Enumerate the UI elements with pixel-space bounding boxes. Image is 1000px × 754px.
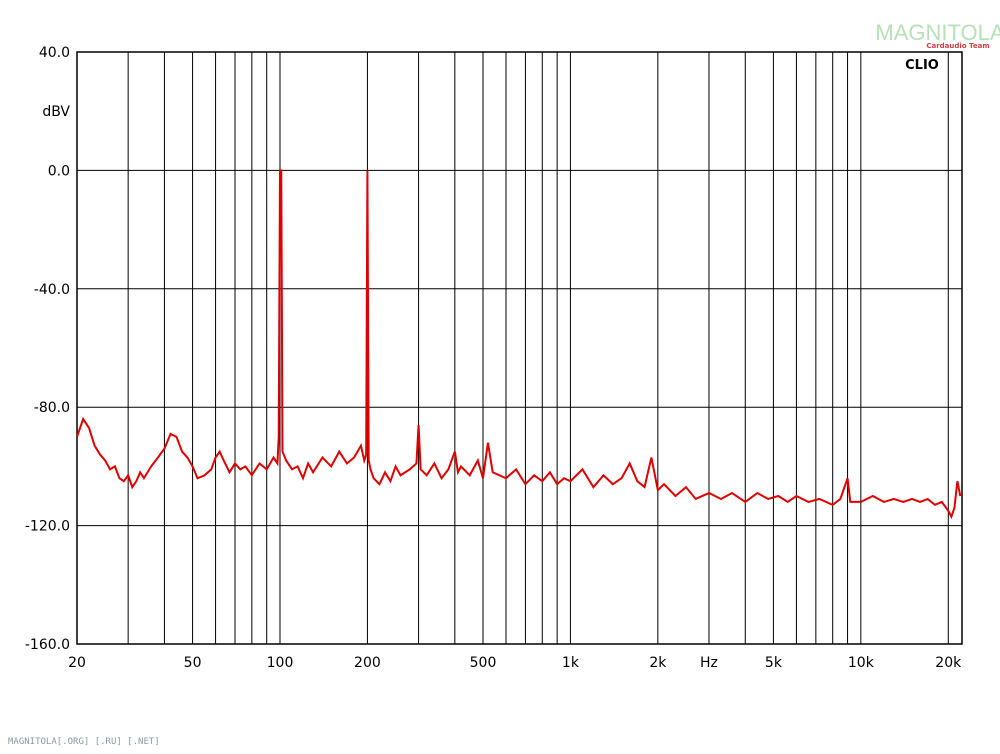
x-tick-label: 100 bbox=[267, 655, 294, 671]
plot-frame bbox=[76, 51, 963, 645]
x-tick-label: 200 bbox=[354, 655, 381, 671]
y-tick-label: -80.0 bbox=[34, 400, 70, 416]
y-unit-label: dBV bbox=[42, 104, 70, 120]
x-tick-label: 2k bbox=[649, 655, 667, 671]
y-tick-label: -40.0 bbox=[34, 282, 70, 298]
y-tick-label: -160.0 bbox=[25, 637, 70, 653]
x-tick-label: 20k bbox=[935, 655, 962, 671]
y-tick-label: 0.0 bbox=[48, 163, 70, 179]
y-tick-label: 40.0 bbox=[39, 45, 70, 61]
x-tick-label: Hz bbox=[700, 655, 718, 671]
watermark: MAGNITOLA bbox=[875, 20, 1000, 45]
x-tick-label: 50 bbox=[184, 655, 202, 671]
brand: CLIO bbox=[905, 58, 939, 73]
x-tick-label: 500 bbox=[470, 655, 497, 671]
x-tick-label: 5k bbox=[765, 655, 783, 671]
data-line bbox=[76, 169, 962, 520]
x-tick-label: 10k bbox=[848, 655, 875, 671]
y-tick-label: -120.0 bbox=[25, 519, 70, 535]
x-tick-label: 1k bbox=[562, 655, 580, 671]
x-tick-label: 20 bbox=[68, 655, 86, 671]
footer: MAGNITOLA[.ORG] [.RU] [.NET] bbox=[8, 737, 160, 747]
watermark-sub: Cardaudio Team bbox=[926, 42, 989, 50]
